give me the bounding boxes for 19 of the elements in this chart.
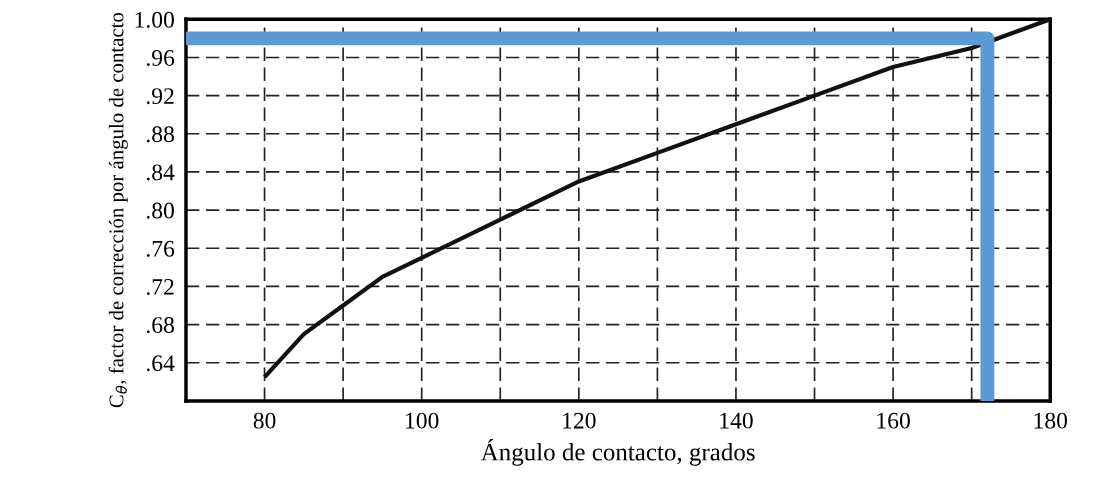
x-tick-label: 80 [253, 412, 276, 429]
y-tick-label: 1.00 [135, 11, 174, 28]
y-tick-label: .84 [146, 164, 175, 181]
x-tick-label: 100 [406, 412, 439, 429]
y-tick-label: .64 [146, 355, 175, 372]
x-tick-label: 120 [563, 412, 596, 429]
y-tick-label: .88 [146, 126, 174, 143]
x-tick-label: 160 [877, 412, 910, 429]
y-tick-label: .72 [146, 278, 174, 295]
x-tick-label: 140 [720, 412, 753, 429]
y-tick-label: .80 [146, 202, 174, 219]
line-series [262, 17, 1053, 380]
y-tick-label: .68 [146, 317, 174, 334]
y-axis-title: C$_{θ}$, factor de corrección por ángulo de contacto [108, 12, 128, 408]
x-tick-label: 180 [1034, 412, 1068, 429]
x-axis-title: Ángulo de contacto, grados [480, 438, 755, 466]
y-tick-label: .96 [146, 50, 175, 66]
y-tick-label: .76 [146, 240, 175, 257]
y-tick-label: .92 [146, 88, 174, 105]
